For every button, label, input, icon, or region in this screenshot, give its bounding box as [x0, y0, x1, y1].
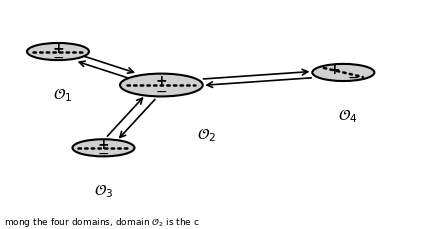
Ellipse shape: [73, 140, 135, 157]
Text: $\mathcal{O}_2$: $\mathcal{O}_2$: [197, 126, 216, 144]
Text: $-$: $-$: [52, 49, 64, 63]
Ellipse shape: [120, 74, 203, 97]
Text: +: +: [156, 74, 167, 87]
Text: +: +: [97, 137, 109, 151]
Text: mong the four domains, domain $\mathcal{O}_2$ is the c: mong the four domains, domain $\mathcal{…: [4, 215, 200, 228]
Text: $\mathcal{O}_1$: $\mathcal{O}_1$: [53, 86, 72, 104]
Ellipse shape: [312, 65, 374, 82]
Text: $\mathcal{O}_3$: $\mathcal{O}_3$: [94, 182, 113, 199]
Text: $\mathcal{O}_4$: $\mathcal{O}_4$: [338, 107, 357, 124]
Ellipse shape: [27, 44, 89, 61]
Text: +: +: [328, 63, 340, 77]
Text: $-$: $-$: [346, 69, 359, 83]
Text: +: +: [52, 41, 64, 55]
Text: $-$: $-$: [97, 145, 110, 159]
Text: $-$: $-$: [155, 84, 168, 98]
